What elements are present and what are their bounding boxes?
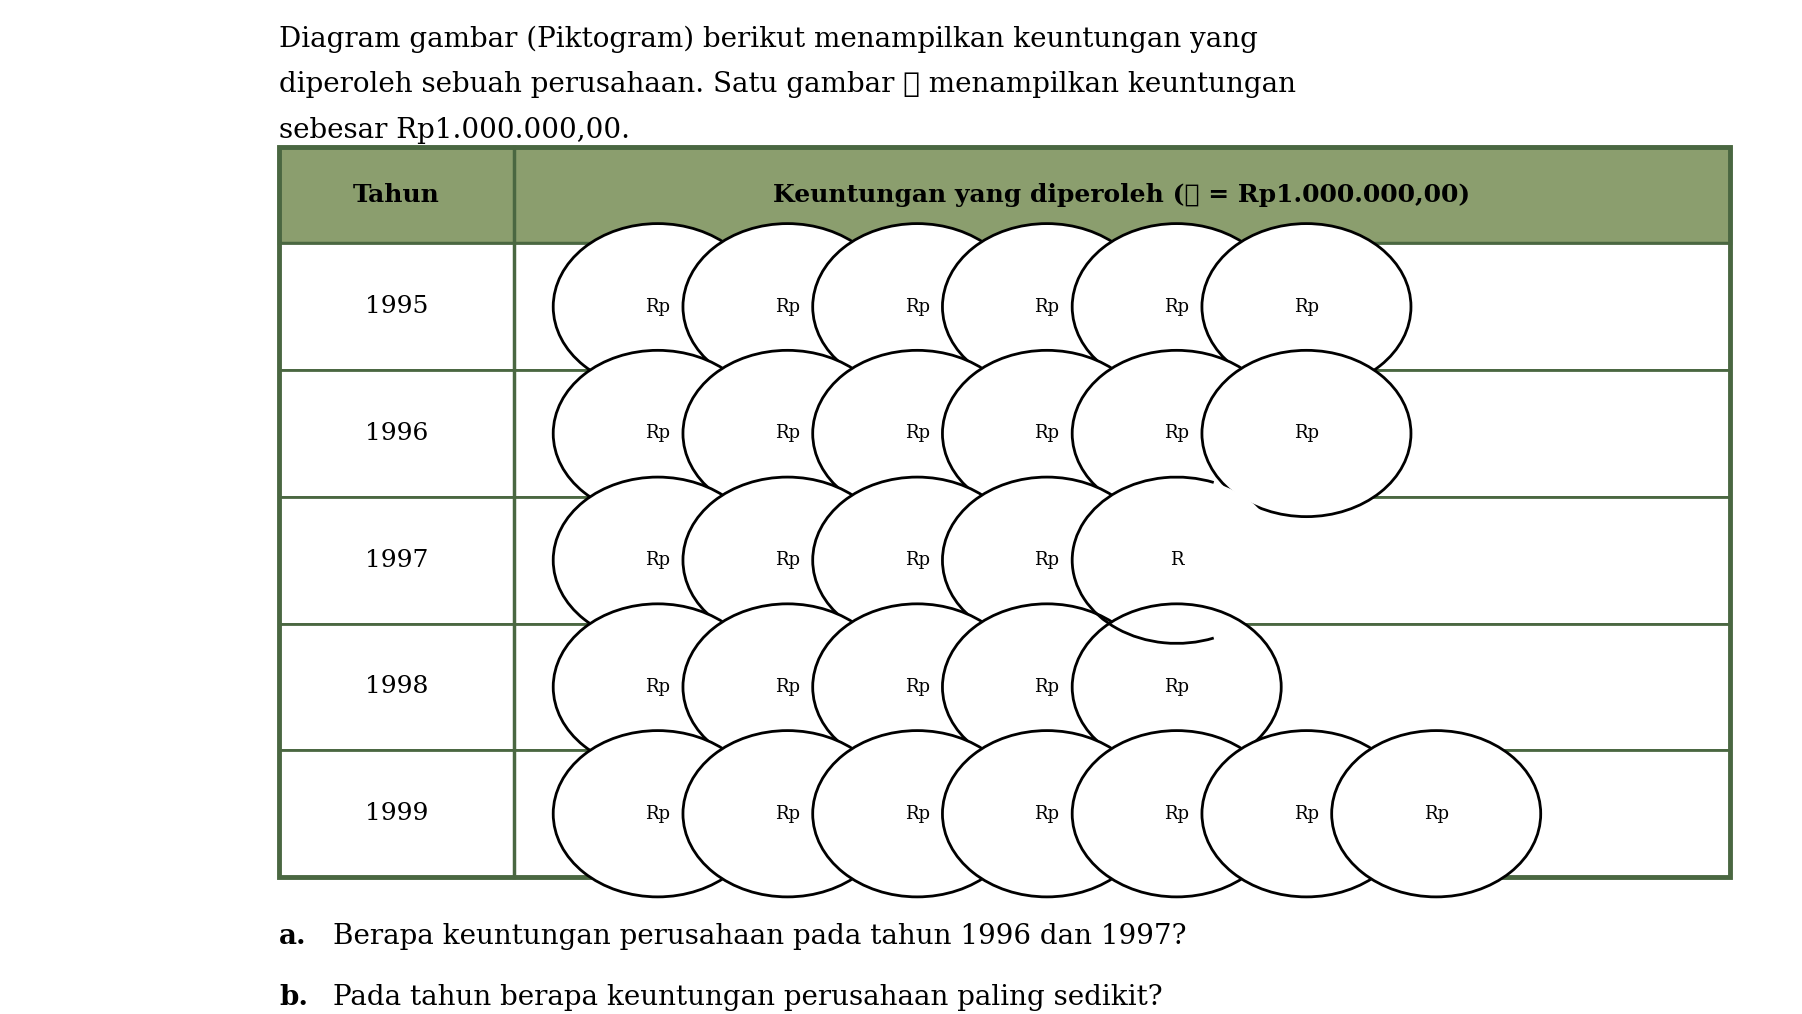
Ellipse shape: [942, 603, 1151, 771]
Text: b.: b.: [279, 984, 308, 1011]
Ellipse shape: [683, 223, 892, 389]
Text: Rp: Rp: [775, 805, 800, 822]
Ellipse shape: [813, 477, 1022, 644]
Text: Rp: Rp: [645, 805, 670, 822]
Text: 1997: 1997: [364, 549, 429, 572]
Text: Rp: Rp: [1034, 552, 1060, 569]
Text: Rp: Rp: [1164, 425, 1189, 442]
Text: Diagram gambar (Piktogram) berikut menampilkan keuntungan yang: Diagram gambar (Piktogram) berikut menam…: [279, 25, 1258, 53]
Bar: [279, 497, 1730, 624]
Ellipse shape: [942, 730, 1151, 896]
Ellipse shape: [813, 223, 1022, 389]
Ellipse shape: [683, 603, 892, 771]
Text: Pada tahun berapa keuntungan perusahaan paling sedikit?: Pada tahun berapa keuntungan perusahaan …: [333, 984, 1162, 1011]
Text: 1996: 1996: [364, 422, 429, 445]
Ellipse shape: [1072, 603, 1281, 771]
Ellipse shape: [553, 730, 762, 896]
Ellipse shape: [1072, 223, 1281, 389]
Ellipse shape: [553, 477, 762, 644]
Text: Rp: Rp: [645, 552, 670, 569]
Text: Rp: Rp: [905, 298, 930, 315]
Ellipse shape: [683, 350, 892, 517]
Text: Rp: Rp: [905, 678, 930, 696]
Bar: [279, 147, 1730, 243]
Ellipse shape: [683, 730, 892, 896]
Text: 1998: 1998: [364, 675, 429, 699]
Text: Rp: Rp: [775, 678, 800, 696]
Text: Rp: Rp: [1034, 805, 1060, 822]
Ellipse shape: [813, 603, 1022, 771]
Ellipse shape: [1072, 350, 1281, 517]
Text: Rp: Rp: [1294, 298, 1319, 315]
Ellipse shape: [683, 477, 892, 644]
Text: R: R: [1169, 552, 1184, 569]
Ellipse shape: [942, 350, 1151, 517]
Ellipse shape: [813, 730, 1022, 896]
Text: Tahun: Tahun: [353, 184, 440, 207]
Text: Rp: Rp: [645, 298, 670, 315]
Text: Rp: Rp: [1164, 805, 1189, 822]
Text: Rp: Rp: [1424, 805, 1449, 822]
Bar: [279, 243, 1730, 370]
Bar: [279, 750, 1730, 877]
Text: 1995: 1995: [364, 295, 429, 318]
Ellipse shape: [942, 477, 1151, 644]
Text: Rp: Rp: [1294, 805, 1319, 822]
Text: Rp: Rp: [1164, 298, 1189, 315]
Text: Rp: Rp: [1034, 298, 1060, 315]
Text: Rp: Rp: [905, 552, 930, 569]
Text: Rp: Rp: [775, 298, 800, 315]
Text: Rp: Rp: [1034, 678, 1060, 696]
Ellipse shape: [1332, 730, 1541, 896]
Bar: [279, 147, 1730, 877]
Ellipse shape: [1202, 730, 1411, 896]
Ellipse shape: [1072, 477, 1281, 644]
Text: Rp: Rp: [905, 425, 930, 442]
Ellipse shape: [553, 223, 762, 389]
Text: Rp: Rp: [645, 425, 670, 442]
Ellipse shape: [813, 350, 1022, 517]
Bar: [279, 370, 1730, 497]
Text: Rp: Rp: [645, 678, 670, 696]
Text: diperoleh sebuah perusahaan. Satu gambar Ⓡ menampilkan keuntungan: diperoleh sebuah perusahaan. Satu gambar…: [279, 71, 1296, 98]
Bar: [279, 624, 1730, 750]
Text: Rp: Rp: [905, 805, 930, 822]
Text: Rp: Rp: [1034, 425, 1060, 442]
Ellipse shape: [1202, 350, 1411, 517]
Ellipse shape: [1072, 730, 1281, 896]
Text: Keuntungan yang diperoleh (Ⓡ = Rp1.000.000,00): Keuntungan yang diperoleh (Ⓡ = Rp1.000.0…: [773, 184, 1470, 207]
Text: Rp: Rp: [775, 425, 800, 442]
Text: a.: a.: [279, 923, 306, 950]
Ellipse shape: [553, 603, 762, 771]
Text: Rp: Rp: [1294, 425, 1319, 442]
Text: 1999: 1999: [364, 802, 429, 825]
Ellipse shape: [553, 350, 762, 517]
Text: sebesar Rp1.000.000,00.: sebesar Rp1.000.000,00.: [279, 117, 631, 144]
Ellipse shape: [1202, 223, 1411, 389]
Ellipse shape: [942, 223, 1151, 389]
Text: Rp: Rp: [1164, 678, 1189, 696]
Text: Berapa keuntungan perusahaan pada tahun 1996 dan 1997?: Berapa keuntungan perusahaan pada tahun …: [333, 923, 1188, 950]
Text: Rp: Rp: [775, 552, 800, 569]
